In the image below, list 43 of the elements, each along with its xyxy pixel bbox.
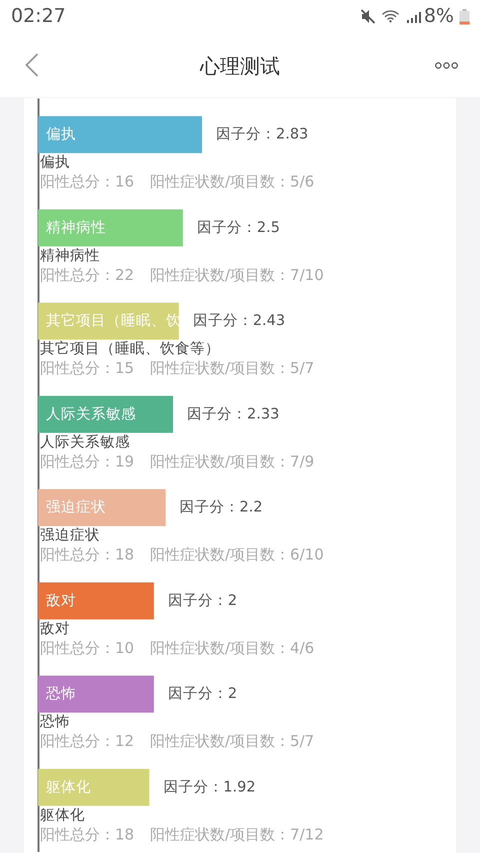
annotation: 阳性总分：15: [40, 359, 134, 378]
annotation: 阳性总分：12: [40, 732, 134, 750]
text: 8%: [424, 4, 454, 28]
bar: [38, 768, 150, 806]
bar: [38, 209, 183, 246]
y-tick-label: 精神病性: [40, 246, 100, 264]
data-label: 因子分：2.33: [187, 405, 280, 422]
bar: [38, 582, 154, 620]
bar: [38, 489, 166, 526]
annotation: 阳性症状数/项目数：5/7: [150, 359, 314, 378]
annotation: 阳性症状数/项目数：7/9: [150, 452, 314, 470]
annotation: 阳性总分：18: [40, 546, 134, 564]
annotation: 其它项目（睡眠、饮: [46, 312, 181, 330]
chart-title: 心理测试: [200, 54, 280, 78]
annotation: 阳性症状数/项目数：4/6: [150, 638, 314, 657]
y-tick-label: 恐怖: [39, 713, 70, 730]
y-tick-label: 人际关系敏感: [40, 433, 130, 450]
annotation: 阳性总分：19: [40, 452, 134, 470]
annotation: 阳性症状数/项目数：5/7: [150, 732, 314, 750]
annotation: 阳性症状数/项目数：7/10: [150, 266, 324, 284]
annotation: 阳性总分：18: [40, 825, 134, 844]
bar: [38, 396, 174, 433]
bar: [38, 676, 154, 713]
y-tick-label: 敌对: [40, 620, 70, 637]
annotation: 阳性症状数/项目数：7/12: [150, 825, 324, 844]
data-label: 因子分：2.43: [192, 312, 286, 330]
annotation: 阳性总分：22: [40, 266, 134, 284]
y-tick-label: 躯体化: [40, 806, 85, 824]
text: 02:27: [11, 4, 66, 28]
annotation: 阳性总分：16: [40, 172, 134, 191]
data-label: 因子分：2: [168, 685, 238, 702]
data-label: 因子分：2.83: [216, 126, 308, 143]
bar: [38, 116, 202, 154]
y-tick-label: 强迫症状: [40, 526, 100, 544]
y-tick-label: 其它项目（睡眠、饮食等）: [40, 340, 220, 358]
data-label: 因子分：2.5: [196, 218, 280, 236]
y-tick-label: 偏执: [40, 154, 70, 171]
annotation: 阳性总分：10: [40, 638, 134, 657]
data-label: 因子分：1.92: [163, 778, 256, 796]
annotation: 阳性症状数/项目数：6/10: [150, 546, 324, 564]
annotation: 阳性症状数/项目数：5/6: [150, 172, 314, 191]
data-label: 因子分：2.2: [179, 498, 263, 516]
data-label: 因子分：2: [168, 592, 238, 609]
